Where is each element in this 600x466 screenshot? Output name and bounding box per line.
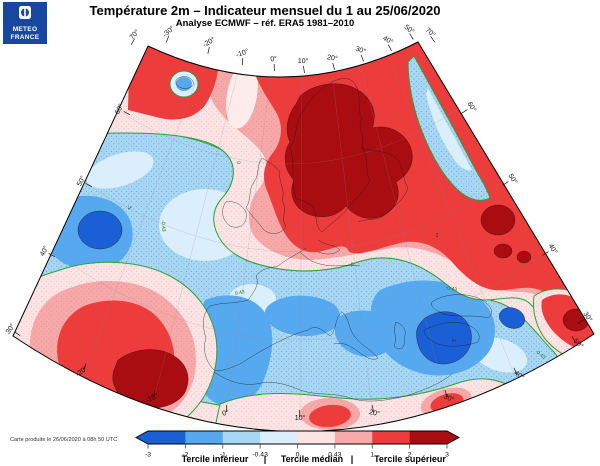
legend-segment [260, 431, 298, 444]
legend-tick-label: 2 [408, 452, 412, 459]
legend-tick-label: -3 [145, 452, 151, 459]
logo-text-meteo: METEO [13, 26, 38, 33]
svg-text:10°: 10° [295, 414, 306, 422]
legend-segment [185, 431, 224, 444]
legend-segment [409, 431, 448, 444]
warm-blob-southwest [13, 261, 218, 432]
svg-text:40°: 40° [546, 242, 559, 255]
legend-tick-label: -0.43 [252, 452, 268, 459]
legend-tick-label: 0.43 [328, 452, 341, 459]
svg-text:0.43: 0.43 [535, 350, 546, 361]
svg-text:60°: 60° [465, 100, 478, 113]
produced-timestamp: Carte produite le 26/06/2020 à 08h 50 UT… [10, 437, 117, 443]
svg-text:0: 0 [350, 262, 353, 268]
svg-text:30°: 30° [442, 392, 455, 404]
tercile-separator: | [264, 454, 267, 464]
page-title: Température 2m – Indicateur mensuel du 1… [89, 3, 441, 18]
legend-tick-label: 0 [296, 452, 300, 459]
svg-text:0°: 0° [270, 55, 278, 64]
page-subtitle: Analyse ECMWF – réf. ERA5 1981–2010 [175, 18, 355, 29]
svg-text:0: 0 [235, 161, 241, 165]
coastlines [175, 76, 492, 402]
legend-segment [297, 431, 336, 444]
legend-arrow-left [136, 431, 148, 444]
svg-text:1: 1 [436, 233, 439, 239]
tercile-median-label: Tercile médian [281, 454, 343, 464]
legend-segment [372, 431, 410, 444]
legend-arrow-right [447, 431, 459, 444]
legend-segment [222, 431, 261, 444]
svg-text:-0.43: -0.43 [445, 285, 458, 293]
svg-text:40°: 40° [381, 34, 394, 46]
legend-tick-label: -2 [182, 452, 188, 459]
logo-text-france: FRANCE [11, 34, 40, 41]
legend-colorbar: -3 -2 -1 -0.43 0 0.43 1 2 3 Tercile inférieur | … [135, 430, 460, 464]
legend-tick-label: 1 [370, 452, 374, 459]
svg-text:-2: -2 [449, 337, 456, 343]
map-border [12, 41, 595, 432]
tercile-lower-label: Tercile inférieur [182, 454, 249, 464]
svg-text:-10°: -10° [235, 47, 250, 59]
tercile-upper-label: Tercile supérieur [374, 454, 446, 464]
svg-text:10°: 10° [298, 57, 309, 65]
svg-text:20°: 20° [368, 408, 380, 418]
svg-text:-0.43: -0.43 [499, 127, 510, 140]
meteo-france-logo: METEO FRANCE [3, 2, 47, 44]
header: Température 2m – Indicateur mensuel du 1… [0, 3, 530, 30]
svg-text:-0.43: -0.43 [160, 220, 167, 232]
legend-segment [334, 431, 373, 444]
svg-text:50°: 50° [506, 172, 519, 185]
legend-tick-label: -1 [220, 452, 226, 459]
svg-text:40°: 40° [38, 244, 50, 257]
svg-text:-1: -1 [125, 204, 133, 211]
legend-segment [148, 431, 186, 444]
svg-text:30°: 30° [354, 45, 367, 56]
svg-text:0°: 0° [221, 408, 229, 417]
svg-text:20°: 20° [326, 53, 338, 63]
legend-tick-label: 3 [445, 452, 449, 459]
tercile-separator: | [351, 454, 354, 464]
cold-wedge-northeast [407, 55, 491, 201]
warm-strip-africa [209, 378, 521, 432]
dark-warm-cores [284, 83, 532, 264]
svg-text:0.43: 0.43 [235, 289, 246, 297]
